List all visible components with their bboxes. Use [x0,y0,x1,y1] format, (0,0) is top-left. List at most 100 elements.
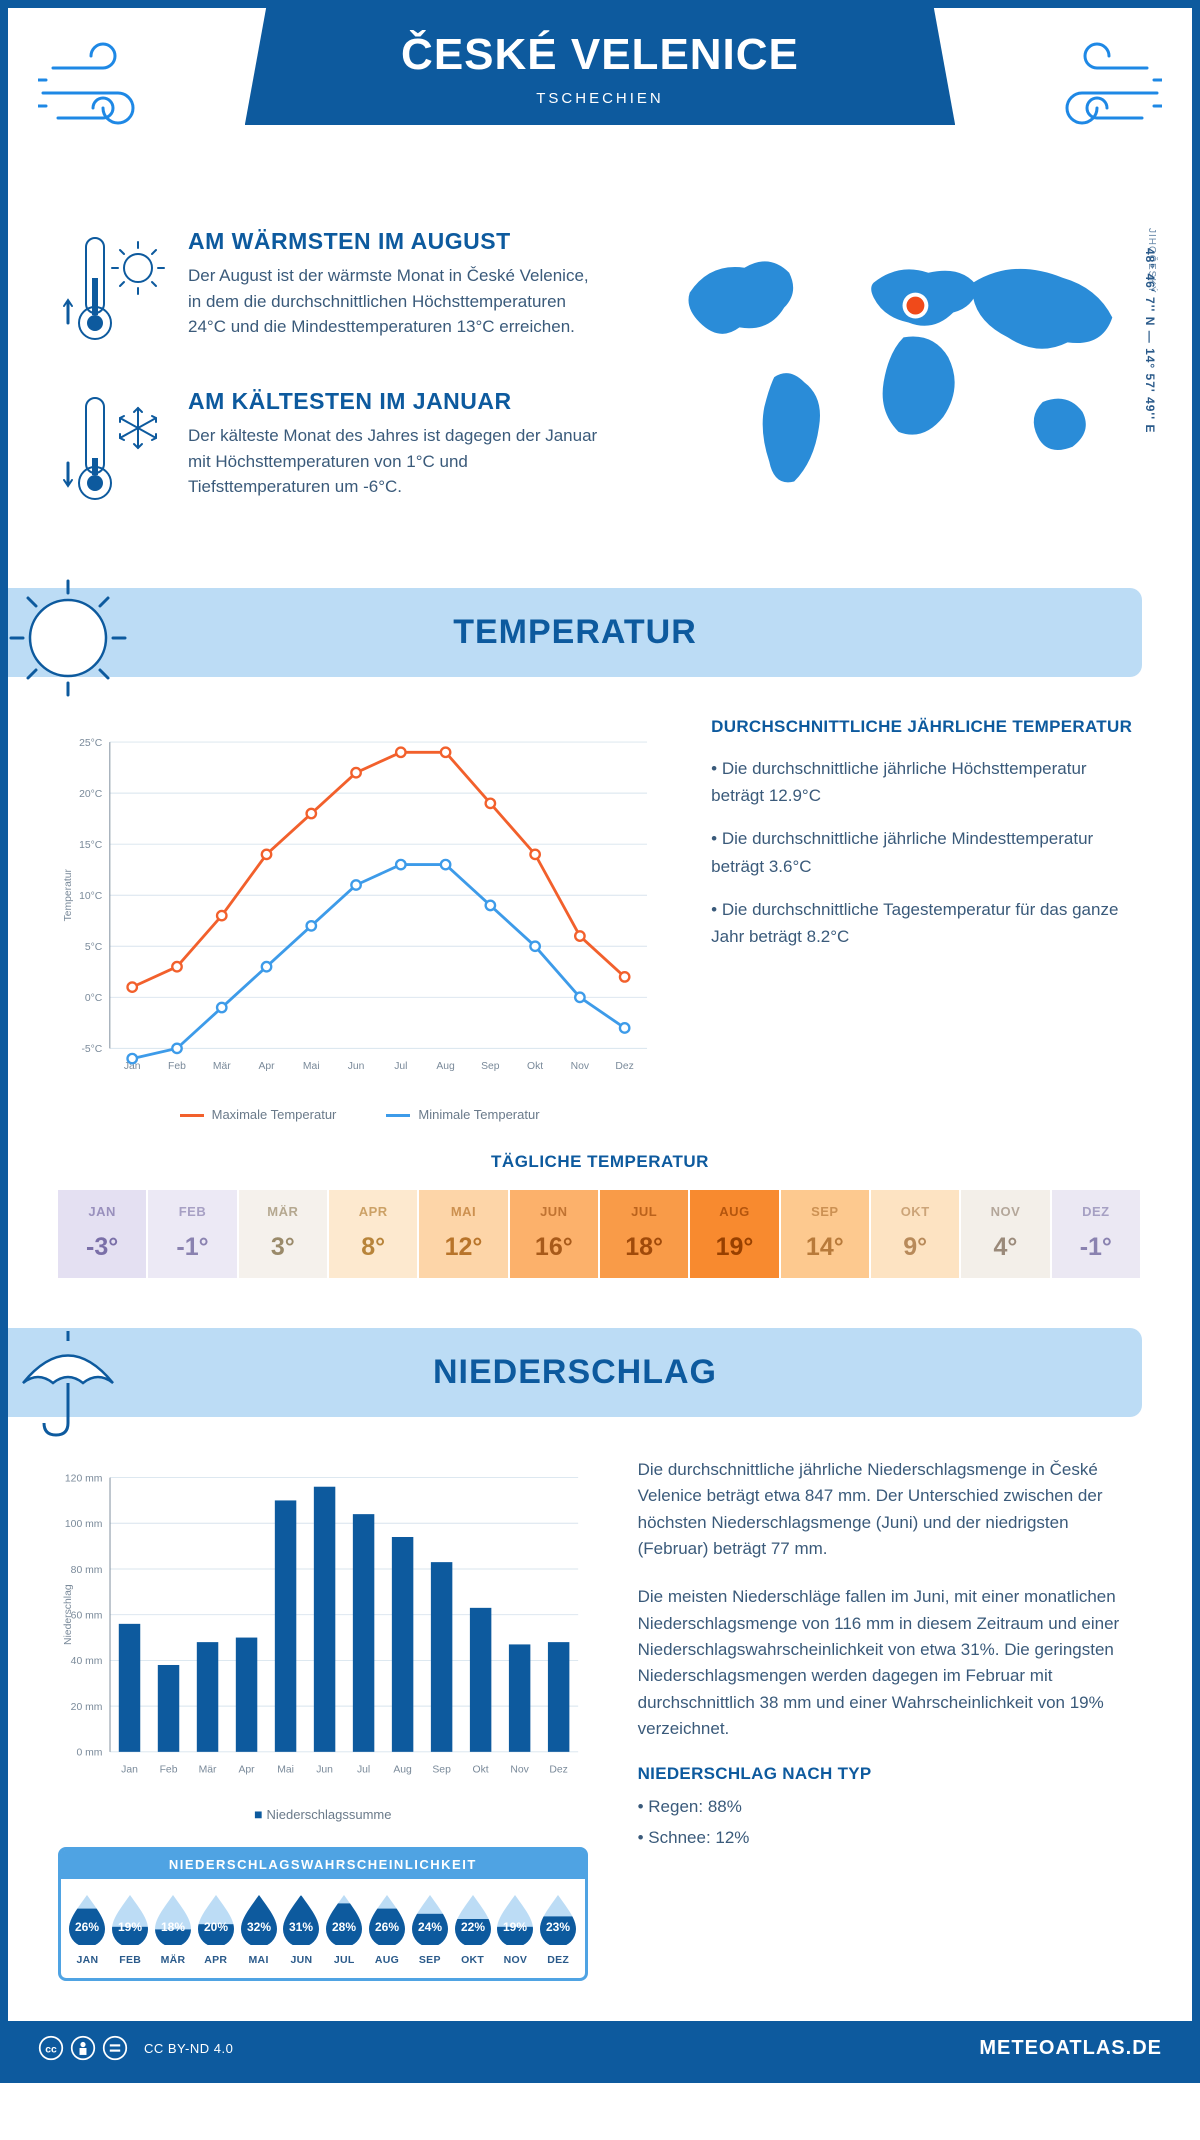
probability-drop: 26% JAN [67,1893,108,1966]
svg-text:Jan: Jan [121,1765,138,1776]
wind-icon [1032,38,1162,148]
precip-legend: Niederschlagssumme [58,1806,588,1822]
svg-text:Temperatur: Temperatur [63,868,74,921]
fact-coldest: AM KÄLTESTEN IM JANUAR Der kälteste Mona… [58,388,605,513]
svg-text:25°C: 25°C [79,738,103,749]
svg-text:-5°C: -5°C [81,1044,102,1055]
precip-snow: • Schnee: 12% [638,1825,1142,1851]
nd-icon [102,2035,128,2061]
svg-text:0 mm: 0 mm [76,1748,102,1759]
svg-text:31%: 31% [289,1920,313,1934]
svg-text:Mai: Mai [277,1765,294,1776]
svg-text:Niederschlag: Niederschlag [63,1584,74,1645]
svg-text:15°C: 15°C [79,840,103,851]
precip-text: Die durchschnittliche jährliche Niedersc… [638,1457,1142,1981]
legend-low: Minimale Temperatur [386,1107,539,1122]
daily-temp-cell: SEP14° [781,1190,871,1278]
svg-text:Aug: Aug [436,1061,455,1072]
sun-icon [3,573,133,703]
temperature-chart: -5°C0°C5°C10°C15°C20°C25°CTemperaturJanF… [58,717,661,1122]
intro-section: AM WÄRMSTEN IM AUGUST Der August ist der… [8,208,1192,578]
infographic-frame: ČESKÉ VELENICE TSCHECHIEN [0,0,1200,2083]
svg-text:20 mm: 20 mm [71,1702,103,1713]
by-icon [70,2035,96,2061]
avg-temp-b3: • Die durchschnittliche Tagestemperatur … [711,896,1142,950]
precip-type-title: NIEDERSCHLAG NACH TYP [638,1764,1142,1784]
precipitation-chart: 0 mm20 mm40 mm60 mm80 mm100 mm120 mmNied… [58,1457,588,1797]
city-title: ČESKÉ VELENICE [285,30,915,80]
svg-text:24%: 24% [418,1920,442,1934]
probability-drop: 19% FEB [110,1893,151,1966]
svg-text:32%: 32% [247,1920,271,1934]
header: ČESKÉ VELENICE TSCHECHIEN [8,8,1192,208]
probability-drop: 26% AUG [367,1893,408,1966]
brand-label: METEOATLAS.DE [979,2037,1162,2060]
fact-cold-title: AM KÄLTESTEN IM JANUAR [188,388,605,415]
svg-text:Jul: Jul [357,1765,370,1776]
svg-text:Dez: Dez [615,1061,633,1072]
svg-text:60 mm: 60 mm [71,1610,103,1621]
svg-text:18%: 18% [161,1920,185,1934]
precip-p1: Die durchschnittliche jährliche Niedersc… [638,1457,1142,1562]
probability-drop: 28% JUL [324,1893,365,1966]
daily-temp-cell: APR8° [329,1190,419,1278]
svg-text:80 mm: 80 mm [71,1565,103,1576]
svg-text:Dez: Dez [549,1765,567,1776]
fact-warm-text: Der August ist der wärmste Monat in Česk… [188,263,605,340]
footer: cc CC BY-ND 4.0 METEOATLAS.DE [8,2021,1192,2075]
svg-text:26%: 26% [375,1920,399,1934]
umbrella-icon [3,1313,133,1443]
daily-temp-cell: MÄR3° [239,1190,329,1278]
svg-text:Mär: Mär [199,1765,217,1776]
svg-text:Okt: Okt [527,1061,543,1072]
svg-text:Feb: Feb [160,1765,178,1776]
svg-text:Apr: Apr [238,1765,255,1776]
svg-text:26%: 26% [75,1920,99,1934]
precipitation-banner-title: NIEDERSCHLAG [433,1353,717,1391]
fact-warmest: AM WÄRMSTEN IM AUGUST Der August ist der… [58,228,605,353]
title-ribbon: ČESKÉ VELENICE TSCHECHIEN [245,8,955,125]
svg-text:Sep: Sep [481,1061,500,1072]
license-block: cc CC BY-ND 4.0 [38,2035,233,2061]
svg-text:Mär: Mär [213,1061,231,1072]
svg-text:40 mm: 40 mm [71,1656,103,1667]
svg-text:Apr: Apr [258,1061,275,1072]
svg-text:Sep: Sep [432,1765,451,1776]
avg-temp-text: DURCHSCHNITTLICHE JÄHRLICHE TEMPERATUR •… [711,717,1142,1122]
temperature-banner-title: TEMPERATUR [453,613,697,651]
svg-text:5°C: 5°C [85,942,103,953]
probability-drop: 24% SEP [409,1893,450,1966]
precip-rain: • Regen: 88% [638,1794,1142,1820]
probability-drop: 18% MÄR [153,1893,194,1966]
daily-temp-cell: FEB-1° [148,1190,238,1278]
svg-text:100 mm: 100 mm [65,1519,103,1530]
temperature-banner: TEMPERATUR [8,588,1142,677]
probability-drop: 22% OKT [452,1893,493,1966]
temperature-legend: Maximale Temperatur Minimale Temperatur [58,1107,661,1122]
svg-text:Aug: Aug [393,1765,412,1776]
probability-drop: 31% JUN [281,1893,322,1966]
thermometer-snow-icon [58,388,168,513]
precipitation-banner: NIEDERSCHLAG [8,1328,1142,1417]
cc-icon: cc [38,2035,64,2061]
svg-text:20°C: 20°C [79,789,103,800]
svg-text:19%: 19% [118,1920,142,1934]
precip-p2: Die meisten Niederschläge fallen im Juni… [638,1584,1142,1742]
svg-text:19%: 19% [503,1920,527,1934]
probability-drop: 32% MAI [238,1893,279,1966]
wind-icon [38,38,168,148]
precipitation-section: 0 mm20 mm40 mm60 mm80 mm100 mm120 mmNied… [8,1447,1192,2021]
svg-text:Jun: Jun [316,1765,333,1776]
world-map [645,228,1142,511]
svg-text:20%: 20% [204,1920,228,1934]
svg-text:22%: 22% [461,1920,485,1934]
daily-temp-cell: JUL18° [600,1190,690,1278]
probability-drop: 20% APR [195,1893,236,1966]
svg-text:10°C: 10°C [79,891,103,902]
svg-text:23%: 23% [546,1920,570,1934]
country-subtitle: TSCHECHIEN [285,90,915,107]
svg-text:Feb: Feb [168,1061,186,1072]
probability-drop: 23% DEZ [538,1893,579,1966]
avg-temp-title: DURCHSCHNITTLICHE JÄHRLICHE TEMPERATUR [711,717,1142,737]
daily-temp-cell: MAI12° [419,1190,509,1278]
